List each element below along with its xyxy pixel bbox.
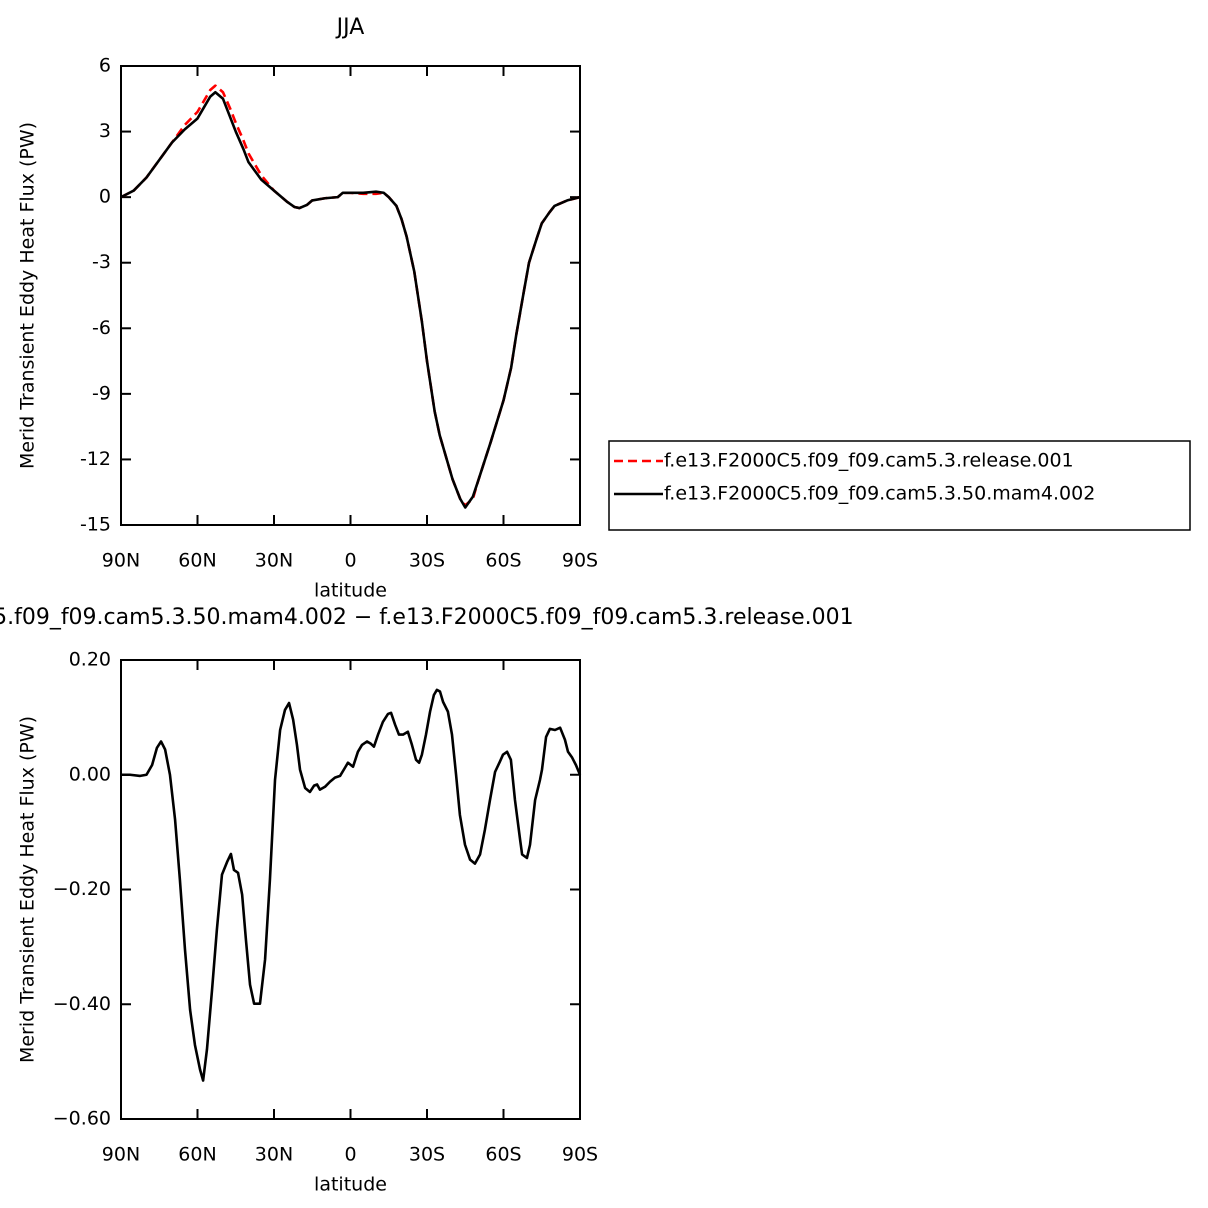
- x-tick-label: 60S: [485, 1144, 521, 1166]
- x-tick-label: 60S: [485, 550, 521, 572]
- y-tick-label: 3: [99, 120, 111, 142]
- x-tick-label: 90N: [102, 1144, 140, 1166]
- plot: -15 -12 -9 -6 -3 0 3 6 90N 60N 30N 0 30S 60S 90S JJA lat…: [17, 15, 1191, 602]
- y-tick-label: 6: [99, 55, 111, 77]
- y-tick-label: −0.20: [53, 878, 111, 900]
- y-axis-label-group: Merid Transient Eddy Heat Flux (PW): [17, 122, 39, 469]
- y-tick-label: 0: [99, 186, 111, 208]
- legend-label: f.e13.F2000C5.f09_f09.cam5.3.release.001: [664, 450, 1074, 472]
- x-tick-label: 90S: [562, 550, 598, 572]
- y-tick-label: 0.00: [69, 763, 111, 785]
- x-tick-label: 0: [344, 550, 356, 572]
- y-tick-label: -15: [80, 514, 111, 536]
- plot: −0.60 −0.40 −0.20 0.00 0.20 90N 60N 30N 0 30S 60S 9…: [0, 605, 854, 1196]
- y-tick-label: -12: [80, 448, 111, 470]
- x-axis-label: latitude: [314, 1174, 387, 1196]
- chart-title: JJA: [335, 15, 365, 40]
- plot-frame: [120, 659, 581, 1120]
- y-tick-label: -6: [92, 317, 111, 339]
- y-tick-label: 0.20: [69, 649, 111, 671]
- y-axis-label-group: Merid Transient Eddy Heat Flux (PW): [17, 716, 39, 1063]
- legend-label: f.e13.F2000C5.f09_f09.cam5.3.50.mam4.002: [664, 483, 1095, 505]
- plot-frame: [120, 65, 581, 526]
- x-tick-label: 30N: [255, 550, 293, 572]
- x-tick-label: 30S: [409, 550, 445, 572]
- x-tick-label: 30S: [409, 1144, 445, 1166]
- legend: f.e13.F2000C5.f09_f09.cam5.3.release.001…: [608, 440, 1191, 531]
- data-line: [121, 688, 582, 1082]
- x-tick-label: 90S: [562, 1144, 598, 1166]
- y-axis-label: Merid Transient Eddy Heat Flux (PW): [17, 716, 39, 1063]
- x-tick-label: 60N: [178, 550, 216, 572]
- x-tick-label: 60N: [178, 1144, 216, 1166]
- y-tick-label: -3: [92, 251, 111, 273]
- data-line: [120, 90, 581, 509]
- chart-title: f.e13.F2000C5.f09_f09.cam5.3.50.mam4.002…: [0, 605, 854, 630]
- y-axis-label: Merid Transient Eddy Heat Flux (PW): [17, 122, 39, 469]
- y-tick-label: -9: [92, 382, 111, 404]
- x-axis-label: latitude: [314, 580, 387, 602]
- x-tick-label: 0: [344, 1144, 356, 1166]
- x-tick-label: 30N: [255, 1144, 293, 1166]
- x-tick-label: 90N: [102, 550, 140, 572]
- legend-box: [608, 440, 1191, 531]
- data-line: [120, 84, 581, 507]
- y-tick-label: −0.40: [53, 993, 111, 1015]
- y-tick-label: −0.60: [53, 1108, 111, 1130]
